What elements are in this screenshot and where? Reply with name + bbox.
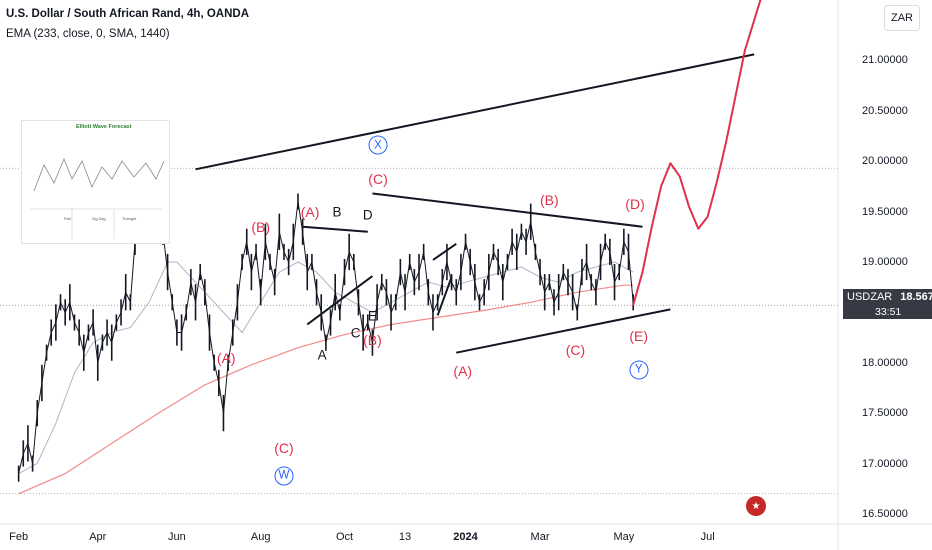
- inset-caption-flat: Flat: [64, 216, 71, 221]
- wave-label: (B): [363, 331, 382, 348]
- projection-path: [632, 0, 762, 306]
- trendline: [302, 225, 368, 233]
- y-tick-label: 18.00000: [862, 356, 908, 369]
- wave-label: E: [367, 308, 377, 324]
- currency-button[interactable]: ZAR: [884, 5, 920, 31]
- bar-countdown: 33:51: [875, 306, 902, 318]
- price-label: USDZAR 18.56786 33:51: [843, 289, 932, 319]
- chart-title: U.S. Dollar / South African Rand, 4h, OA…: [6, 8, 250, 20]
- wave-label: (D): [625, 195, 645, 212]
- indicator-legend[interactable]: EMA (233, close, 0, SMA, 1440): [6, 28, 170, 40]
- circle-wave-label: X: [368, 135, 388, 155]
- x-tick-label: Aug: [250, 531, 271, 543]
- trendline: [432, 243, 457, 261]
- x-tick-label: Feb: [9, 531, 29, 543]
- y-tick-label: 21.00000: [862, 54, 908, 67]
- wave-label: D: [362, 207, 373, 223]
- trendline: [372, 192, 643, 228]
- y-tick-label: 17.00000: [862, 457, 908, 470]
- wave-label: (A): [216, 349, 236, 366]
- y-tick-label: 16.50000: [862, 507, 908, 520]
- wave-label: (C): [565, 341, 586, 358]
- wave-label: (C): [274, 440, 294, 457]
- x-tick-label: Mar: [530, 531, 550, 543]
- price-label-value: 18.56786: [900, 290, 932, 303]
- x-tick-label: Jun: [168, 531, 186, 543]
- wave-label: C: [350, 325, 361, 341]
- price-label-symbol: USDZAR: [847, 290, 893, 303]
- trendline: [436, 276, 453, 316]
- wave-label: (A): [300, 203, 320, 220]
- trendlines: [195, 53, 755, 354]
- wave-label: (B): [251, 218, 271, 235]
- x-tick-label: May: [613, 531, 635, 543]
- wave-label: (C): [368, 171, 388, 188]
- sma-line: [18, 261, 634, 475]
- y-tick-label: 17.50000: [862, 407, 908, 420]
- pattern-reference-inset: Elliott Wave Forecast Flat Zig Zag Trian…: [21, 120, 170, 244]
- x-tick-label: Jul: [700, 531, 715, 543]
- trendline: [306, 275, 374, 326]
- wave-label: (E): [629, 327, 649, 344]
- inset-caption-triangle: Triangle: [122, 216, 137, 221]
- trendline: [195, 53, 755, 171]
- x-tick-label: 2024: [453, 531, 478, 543]
- inset-caption-zigzag: Zig Zag: [92, 216, 106, 221]
- circle-wave-label: W: [274, 466, 294, 486]
- ema-line: [18, 284, 634, 495]
- x-tick-label: Oct: [335, 531, 354, 543]
- y-tick-label: 19.50000: [862, 205, 908, 218]
- x-tick-label: 13: [398, 531, 412, 543]
- circle-wave-label: Y: [629, 360, 649, 380]
- series-lines: [17, 153, 634, 495]
- trendline: [456, 308, 671, 354]
- wave-label: A: [317, 347, 327, 363]
- x-tick-label: Apr: [89, 531, 107, 543]
- y-tick-label: 20.50000: [862, 104, 908, 117]
- y-tick-label: 20.00000: [862, 155, 908, 168]
- wave-label: (A): [453, 362, 473, 379]
- inset-brand: Elliott Wave Forecast: [76, 124, 132, 130]
- projection-path: [632, 0, 762, 306]
- y-tick-label: 19.00000: [862, 256, 908, 268]
- us-flag-event-icon[interactable]: ★: [746, 496, 766, 516]
- wave-label: (B): [540, 191, 559, 208]
- wave-label: B: [332, 204, 342, 220]
- inset-diagram: [30, 157, 165, 239]
